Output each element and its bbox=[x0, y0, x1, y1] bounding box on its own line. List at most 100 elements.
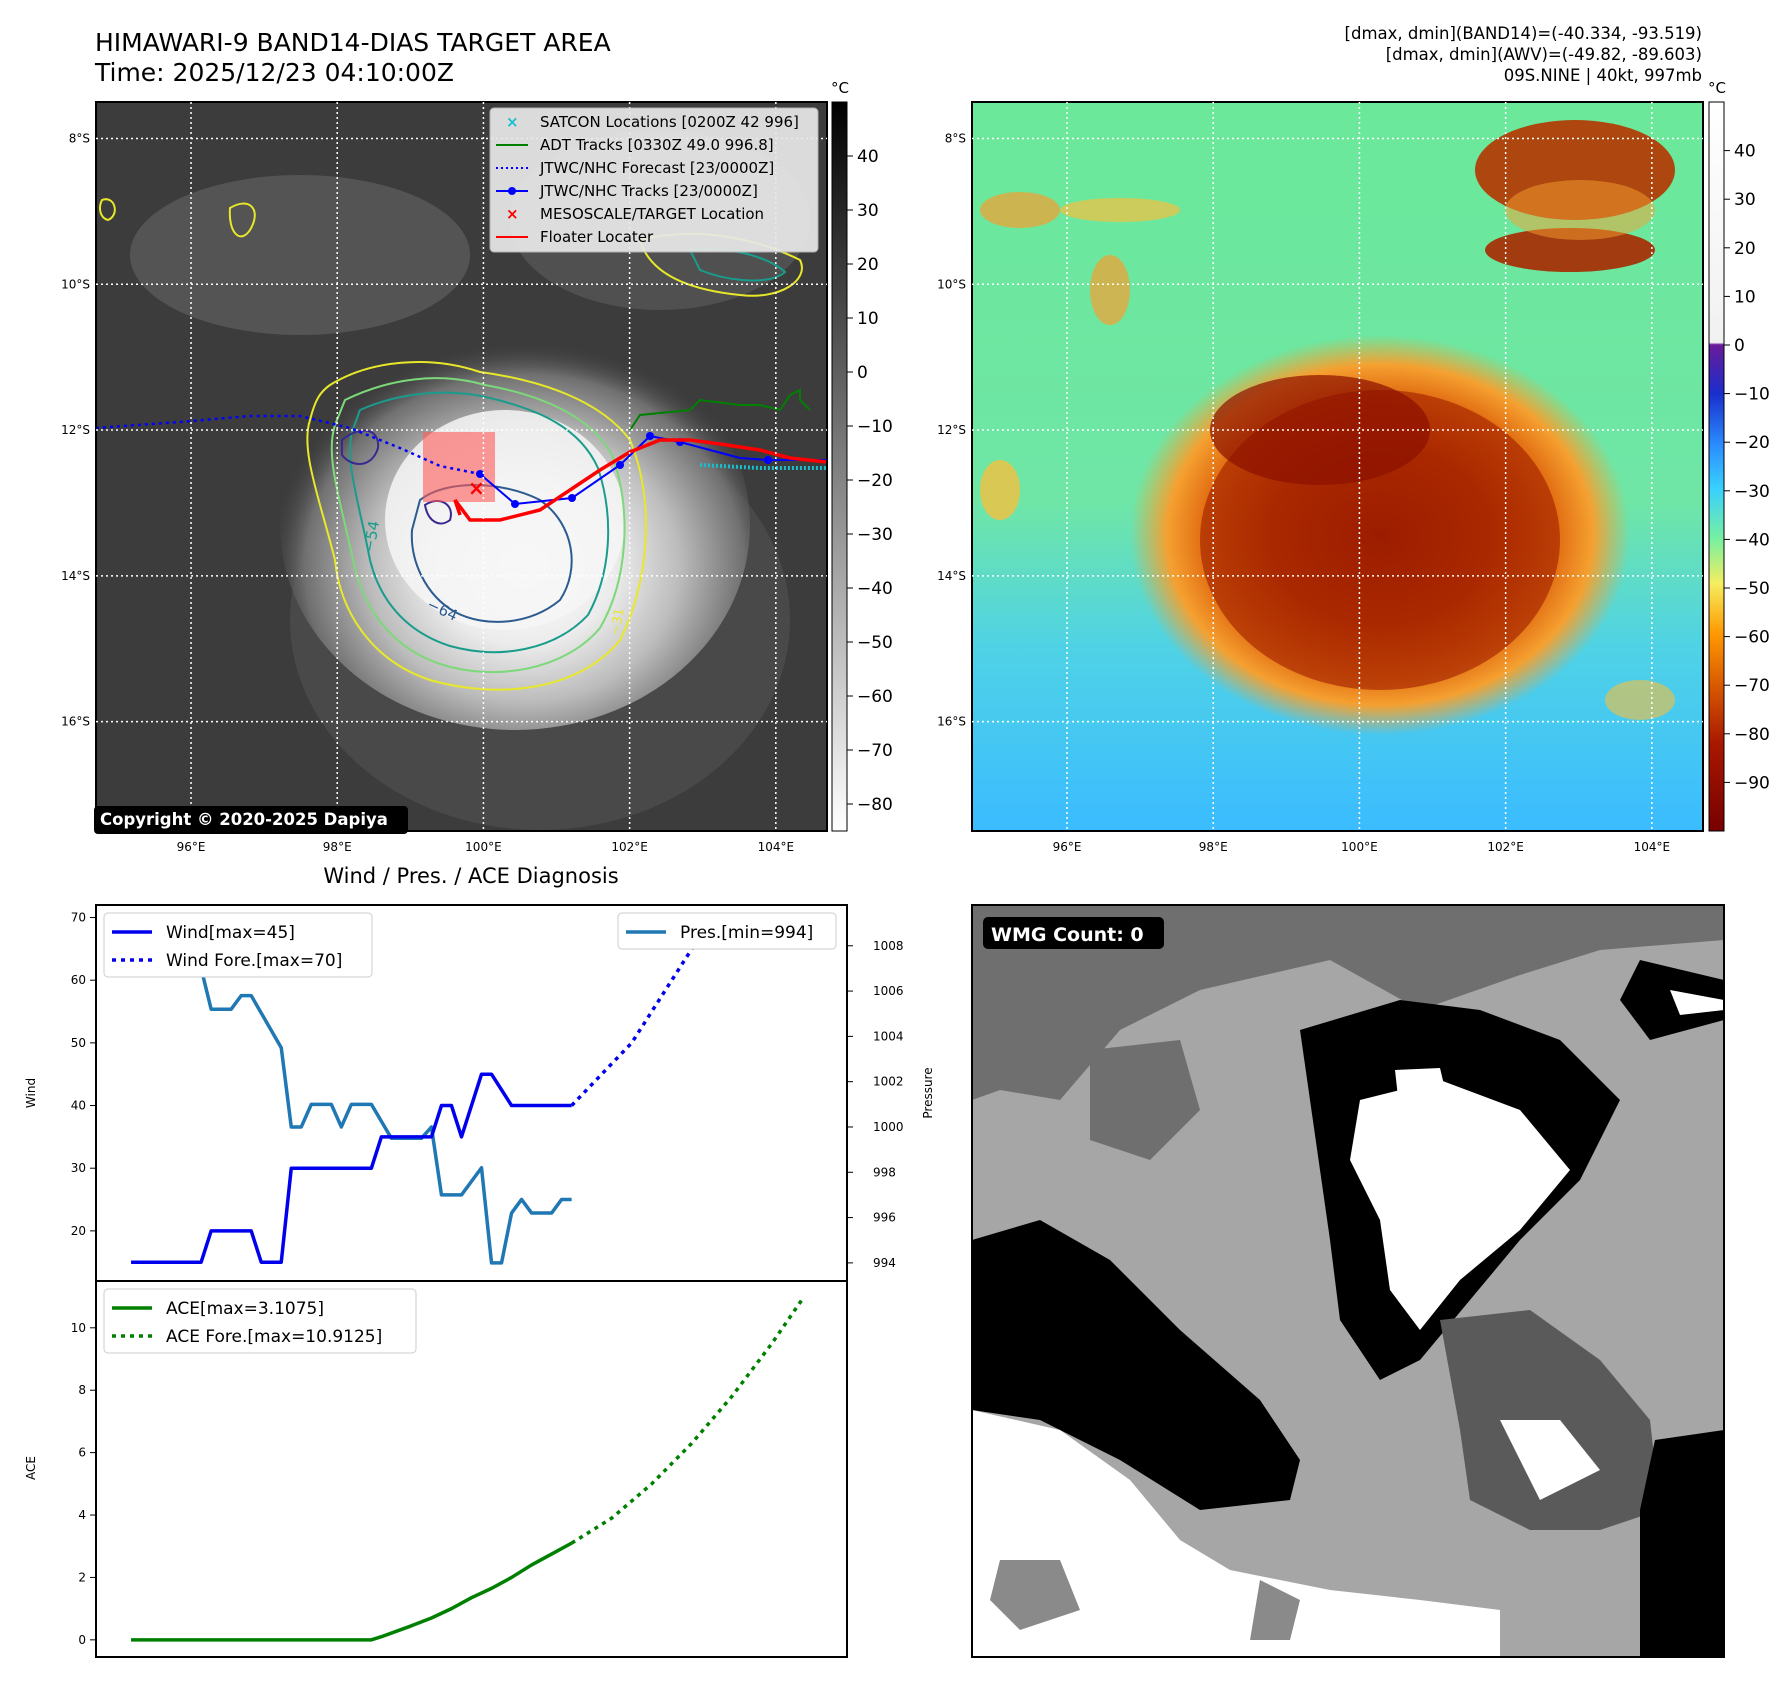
copyright-text: Copyright © 2020-2025 Dapiya bbox=[100, 810, 388, 829]
colorbar-tick-label: −60 bbox=[857, 687, 893, 707]
wind-tick-label: 60 bbox=[71, 973, 86, 987]
awv-gridlines bbox=[972, 102, 1703, 831]
jtwc-track-points bbox=[476, 432, 772, 508]
legend-satcon-icon: × bbox=[506, 113, 519, 131]
pressure-tick-label: 1006 bbox=[873, 984, 904, 998]
awv-lon-labels: 96°E 98°E 100°E 102°E 104°E bbox=[1053, 840, 1670, 854]
wind-tick-label: 30 bbox=[71, 1161, 86, 1175]
legend-jtwc-label: JTWC/NHC Tracks [23/0000Z] bbox=[539, 182, 758, 200]
lon-label-102e: 102°E bbox=[611, 840, 648, 854]
legend-ace-fore-label: ACE Fore.[max=10.9125] bbox=[166, 1327, 382, 1347]
contour-label-31: −31 bbox=[608, 607, 628, 637]
pressure-legend: Pres.[min=994] bbox=[617, 912, 837, 950]
band14-lon-labels: 96°E 98°E 100°E 102°E 104°E bbox=[177, 840, 794, 854]
info-line-1: [dmax, dmin](BAND14)=(-40.334, -93.519) bbox=[1345, 24, 1702, 43]
colorbar-tick-label: −20 bbox=[857, 471, 893, 491]
ace-chart: ACE 0 2 4 6 8 10 ACE[max=3.1075] ACE Fore.[ma… bbox=[24, 1280, 848, 1658]
lon-label-104e: 104°E bbox=[758, 840, 795, 854]
colorbar-tick-label: 30 bbox=[857, 201, 879, 221]
awv-lon-label-98e: 98°E bbox=[1199, 840, 1228, 854]
lon-label-96e: 96°E bbox=[177, 840, 206, 854]
band14-map-panel: −54 −64 −31 × 8°S 10°S 12°S 14°S 16°S bbox=[61, 79, 893, 854]
awv-lat-label-8s: 8°S bbox=[945, 131, 966, 145]
lon-label-100e: 100°E bbox=[465, 840, 502, 854]
awv-map-panel: 8°S 10°S 12°S 14°S 16°S 96°E 98°E 100°E … bbox=[937, 79, 1770, 854]
awv-colorbar-ticks: 40 30 20 10 0 −10 −20 −30 −40 −50 −60 −70 −80 −90 bbox=[1724, 142, 1770, 793]
colorbar-tick-label: −70 bbox=[1734, 676, 1770, 696]
colorbar-tick-label: 0 bbox=[1734, 336, 1745, 356]
adt-track bbox=[629, 388, 811, 431]
pressure-tick-label: 996 bbox=[873, 1211, 896, 1225]
wind-axis-label: Wind bbox=[24, 1078, 38, 1108]
band14-lat-labels: 8°S 10°S 12°S 14°S 16°S bbox=[61, 131, 90, 728]
awv-colorbar-unit: °C bbox=[1708, 79, 1726, 97]
diagnosis-title: Wind / Pres. / ACE Diagnosis bbox=[323, 864, 618, 888]
pressure-tick-label: 1004 bbox=[873, 1029, 904, 1043]
lat-label-16s: 16°S bbox=[61, 715, 90, 729]
awv-map-frame bbox=[971, 101, 1704, 832]
ace-forecast-line bbox=[570, 1298, 804, 1545]
legend-wind-fore-label: Wind Fore.[max=70] bbox=[166, 951, 342, 971]
lat-label-12s: 12°S bbox=[61, 423, 90, 437]
pressure-tick-label: 1000 bbox=[873, 1120, 904, 1134]
pressure-tick-label: 998 bbox=[873, 1165, 896, 1179]
band14-colorbar: °C 40 30 20 10 0 −10 −20 −30 −40 −50 −60 −70 −80 bbox=[831, 79, 893, 832]
colorbar-tick-label: −70 bbox=[857, 741, 893, 761]
awv-lat-label-12s: 12°S bbox=[937, 423, 966, 437]
pressure-tick-label: 1008 bbox=[873, 939, 904, 953]
wmg-imagery bbox=[972, 905, 1724, 1657]
copyright-badge: Copyright © 2020-2025 Dapiya bbox=[94, 806, 408, 834]
satcon-points bbox=[699, 463, 827, 470]
wind-tick-label: 20 bbox=[71, 1224, 86, 1238]
wind-tick-label: 70 bbox=[71, 911, 86, 925]
wind-pressure-chart: Wind / Pres. / ACE Diagnosis Wind Pressu… bbox=[24, 864, 935, 1282]
ace-axis-ticks: 0 2 4 6 8 10 bbox=[71, 1321, 96, 1647]
colorbar-tick-label: −80 bbox=[1734, 725, 1770, 745]
title-line-1: HIMAWARI-9 BAND14-DIAS TARGET AREA bbox=[95, 28, 611, 57]
title-line-2: Time: 2025/12/23 04:10:00Z bbox=[94, 58, 454, 87]
colorbar-tick-label: −20 bbox=[1734, 433, 1770, 453]
ace-legend: ACE[max=3.1075] ACE Fore.[max=10.9125] bbox=[103, 1288, 417, 1354]
wind-tick-label: 40 bbox=[71, 1099, 86, 1113]
floater-locater-track bbox=[453, 438, 827, 522]
wmg-count-badge: WMG Count: 0 bbox=[983, 917, 1164, 949]
colorbar-tick-label: −10 bbox=[1734, 385, 1770, 405]
awv-lat-label-14s: 14°S bbox=[937, 569, 966, 583]
lat-label-8s: 8°S bbox=[69, 131, 90, 145]
legend-satcon-label: SATCON Locations [0200Z 42 996] bbox=[540, 113, 799, 131]
info-line-3: 09S.NINE | 40kt, 997mb bbox=[1504, 66, 1702, 85]
ace-tick-label: 2 bbox=[78, 1570, 86, 1584]
pressure-axis-ticks: 994 996 998 1000 1002 1004 1006 1008 bbox=[847, 939, 904, 1270]
awv-lon-label-102e: 102°E bbox=[1487, 840, 1524, 854]
wind-legend: Wind[max=45] Wind Fore.[max=70] bbox=[103, 912, 373, 978]
mesoscale-target-marker: × bbox=[468, 476, 485, 500]
legend-pressure-label: Pres.[min=994] bbox=[680, 923, 813, 943]
colorbar-tick-label: 20 bbox=[1734, 239, 1756, 259]
colorbar-tick-label: 10 bbox=[857, 309, 879, 329]
info-line-2: [dmax, dmin](AWV)=(-49.82, -89.603) bbox=[1386, 45, 1702, 64]
colorbar-tick-label: −60 bbox=[1734, 628, 1770, 648]
legend-adt-label: ADT Tracks [0330Z 49.0 996.8] bbox=[540, 136, 774, 154]
band14-legend: × SATCON Locations [0200Z 42 996] ADT Tr… bbox=[489, 107, 819, 253]
pressure-axis-label: Pressure bbox=[921, 1067, 935, 1118]
legend-mesoscale-label: MESOSCALE/TARGET Location bbox=[540, 205, 764, 223]
awv-lon-label-104e: 104°E bbox=[1634, 840, 1671, 854]
colorbar-tick-label: −40 bbox=[857, 579, 893, 599]
ace-tick-label: 4 bbox=[78, 1508, 86, 1522]
colorbar-tick-label: −50 bbox=[1734, 579, 1770, 599]
awv-imagery bbox=[972, 102, 1703, 831]
colorbar-tick-label: 40 bbox=[857, 147, 879, 167]
colorbar-tick-label: −30 bbox=[857, 525, 893, 545]
pressure-tick-label: 1002 bbox=[873, 1075, 904, 1089]
band14-colorbar-unit: °C bbox=[831, 79, 849, 97]
awv-lat-label-10s: 10°S bbox=[937, 277, 966, 291]
wmg-panel: WMG Count: 0 bbox=[971, 904, 1725, 1658]
lat-label-10s: 10°S bbox=[61, 277, 90, 291]
awv-lon-label-100e: 100°E bbox=[1341, 840, 1378, 854]
colorbar-tick-label: −80 bbox=[857, 795, 893, 815]
wmg-frame bbox=[971, 904, 1725, 1658]
ace-line bbox=[131, 1541, 573, 1642]
contour-label-54: −54 bbox=[360, 519, 383, 553]
legend-forecast-label: JTWC/NHC Forecast [23/0000Z] bbox=[539, 159, 774, 177]
